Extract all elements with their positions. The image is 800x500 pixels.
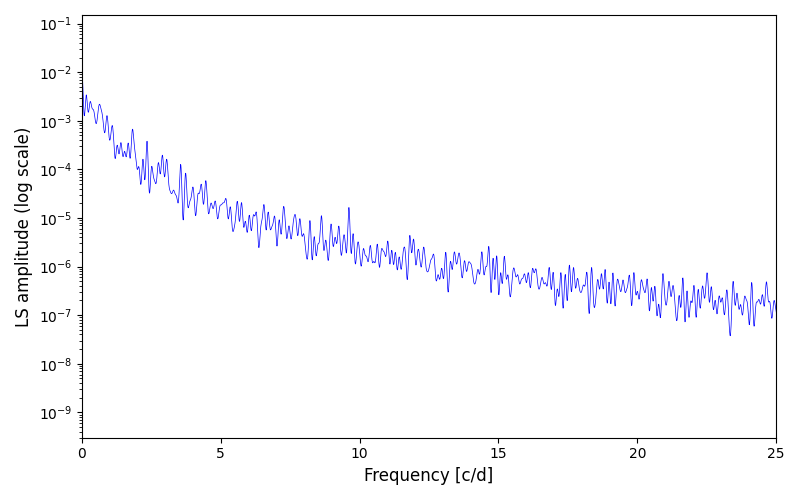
X-axis label: Frequency [c/d]: Frequency [c/d] bbox=[364, 467, 494, 485]
Y-axis label: LS amplitude (log scale): LS amplitude (log scale) bbox=[15, 126, 33, 326]
